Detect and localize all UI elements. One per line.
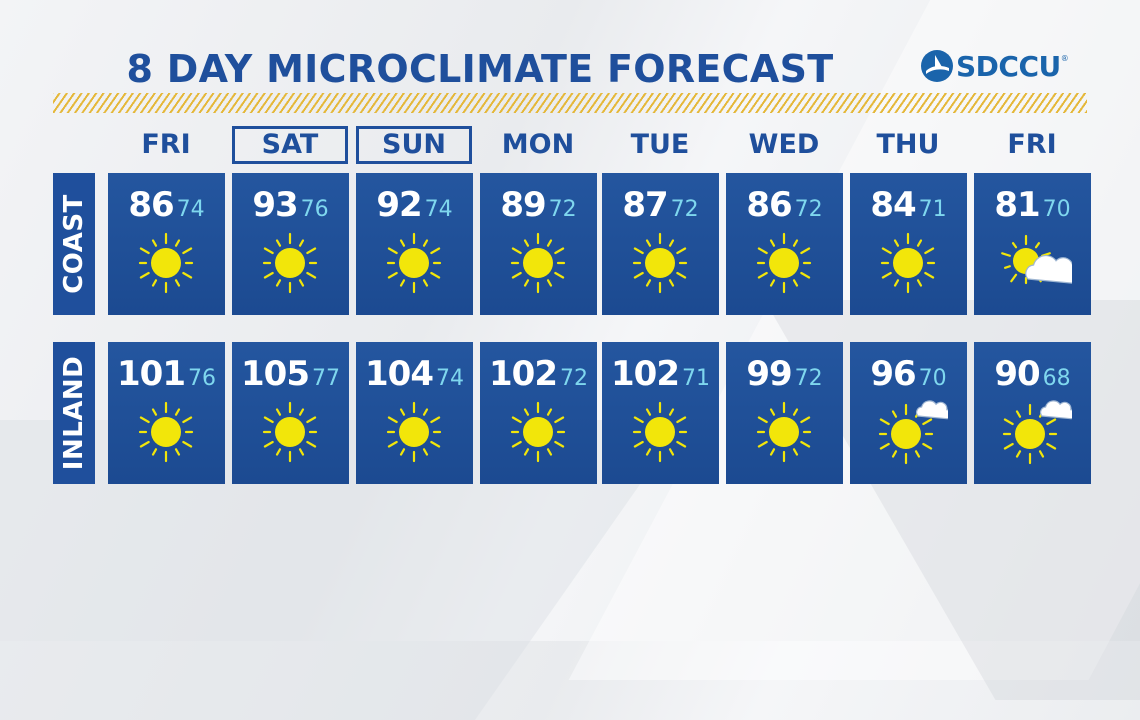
forecast-cell: 89 72	[480, 173, 597, 315]
low-temp: 76	[187, 366, 216, 391]
high-temp: 102	[489, 354, 558, 394]
forecast-cell: 81 70	[974, 173, 1091, 315]
forecast-cell: 99 72	[726, 342, 843, 484]
sun-icon	[138, 401, 194, 463]
forecast-cell: 84 71	[850, 173, 967, 315]
row-label-text: COAST	[59, 194, 89, 294]
day-label-sat: SAT	[232, 126, 348, 164]
sun-icon	[138, 232, 194, 294]
temperature-pair: 105 77	[232, 354, 349, 394]
sun-icon	[880, 232, 936, 294]
high-temp: 81	[994, 185, 1040, 225]
forecast-cell: 102 71	[602, 342, 719, 484]
temperature-pair: 84 71	[850, 185, 967, 225]
day-label-wed: WED	[748, 129, 820, 160]
registered-mark: ®	[1060, 54, 1069, 63]
high-temp: 86	[128, 185, 174, 225]
sdccu-logo-icon	[921, 50, 953, 82]
temperature-pair: 101 76	[108, 354, 225, 394]
mostly-sunny-icon	[878, 400, 948, 465]
low-temp: 72	[548, 197, 577, 222]
low-temp: 71	[681, 366, 710, 391]
day-label-sun: SUN	[356, 126, 472, 164]
day-label-thu: THU	[876, 129, 940, 160]
partly-cloudy-icon	[1001, 234, 1072, 285]
day-label-fri: FRI	[1007, 129, 1057, 160]
sun-icon	[756, 232, 812, 294]
low-temp: 74	[176, 197, 205, 222]
high-temp: 96	[870, 354, 916, 394]
sun-icon	[386, 232, 442, 294]
sun-icon	[262, 401, 318, 463]
low-temp: 70	[1042, 197, 1071, 222]
temperature-pair: 90 68	[974, 354, 1091, 394]
high-temp: 102	[611, 354, 680, 394]
forecast-cell: 105 77	[232, 342, 349, 484]
low-temp: 77	[311, 366, 340, 391]
temperature-pair: 102 71	[602, 354, 719, 394]
high-temp: 93	[252, 185, 298, 225]
low-temp: 76	[300, 197, 329, 222]
forecast-cell: 102 72	[480, 342, 597, 484]
temperature-pair: 87 72	[602, 185, 719, 225]
low-temp: 72	[559, 366, 588, 391]
low-temp: 72	[794, 366, 823, 391]
sun-icon	[756, 401, 812, 463]
mostly-sunny-icon	[1002, 400, 1072, 465]
sun-icon	[262, 232, 318, 294]
sponsor-name: SDCCU	[956, 49, 1061, 83]
temperature-pair: 96 70	[850, 354, 967, 394]
low-temp: 72	[794, 197, 823, 222]
sun-icon	[386, 401, 442, 463]
sun-icon	[632, 401, 688, 463]
low-temp: 70	[918, 366, 947, 391]
temperature-pair: 81 70	[974, 185, 1091, 225]
high-temp: 104	[365, 354, 434, 394]
forecast-cell: 104 74	[356, 342, 473, 484]
high-temp: 84	[870, 185, 916, 225]
temperature-pair: 89 72	[480, 185, 597, 225]
forecast-cell: 86 72	[726, 173, 843, 315]
sponsor-logo: SDCCU ®	[920, 48, 1069, 84]
forecast-cell: 90 68	[974, 342, 1091, 484]
low-temp: 74	[424, 197, 453, 222]
high-temp: 87	[622, 185, 668, 225]
forecast-title: 8 DAY MICROCLIMATE FORECAST	[126, 47, 834, 91]
sun-icon	[510, 401, 566, 463]
forecast-cell: 93 76	[232, 173, 349, 315]
forecast-cell: 92 74	[356, 173, 473, 315]
row-label-text: INLAND	[59, 355, 89, 471]
high-temp: 92	[376, 185, 422, 225]
high-temp: 90	[994, 354, 1040, 394]
high-temp: 105	[241, 354, 310, 394]
temperature-pair: 99 72	[726, 354, 843, 394]
day-label-tue: TUE	[630, 129, 690, 160]
temperature-pair: 104 74	[356, 354, 473, 394]
forecast-cell: 96 70	[850, 342, 967, 484]
decorative-stripe	[53, 93, 1087, 113]
high-temp: 101	[117, 354, 186, 394]
sun-icon	[510, 232, 566, 294]
day-label-mon: MON	[501, 129, 575, 160]
sun-icon	[632, 232, 688, 294]
temperature-pair: 102 72	[480, 354, 597, 394]
high-temp: 99	[746, 354, 792, 394]
low-temp: 71	[918, 197, 947, 222]
row-label-coast: COAST	[53, 173, 95, 315]
high-temp: 89	[500, 185, 546, 225]
low-temp: 72	[670, 197, 699, 222]
forecast-cell: 86 74	[108, 173, 225, 315]
high-temp: 86	[746, 185, 792, 225]
temperature-pair: 86 74	[108, 185, 225, 225]
row-label-inland: INLAND	[53, 342, 95, 484]
temperature-pair: 93 76	[232, 185, 349, 225]
day-label-fri: FRI	[141, 129, 191, 160]
low-temp: 74	[435, 366, 464, 391]
temperature-pair: 92 74	[356, 185, 473, 225]
temperature-pair: 86 72	[726, 185, 843, 225]
forecast-cell: 101 76	[108, 342, 225, 484]
low-temp: 68	[1042, 366, 1071, 391]
forecast-cell: 87 72	[602, 173, 719, 315]
